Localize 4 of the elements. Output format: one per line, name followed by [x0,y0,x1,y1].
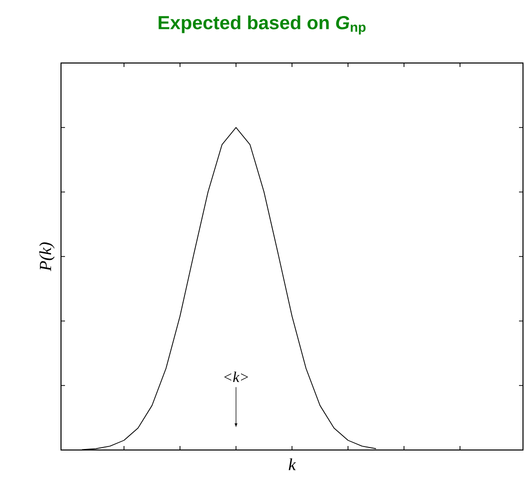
annotation: <k> [224,372,248,382]
x-axis-title: k [288,458,296,470]
chart-title: Expected based on G$_{np}$ [158,15,366,35]
y-axis-title: P(k) [39,242,55,272]
